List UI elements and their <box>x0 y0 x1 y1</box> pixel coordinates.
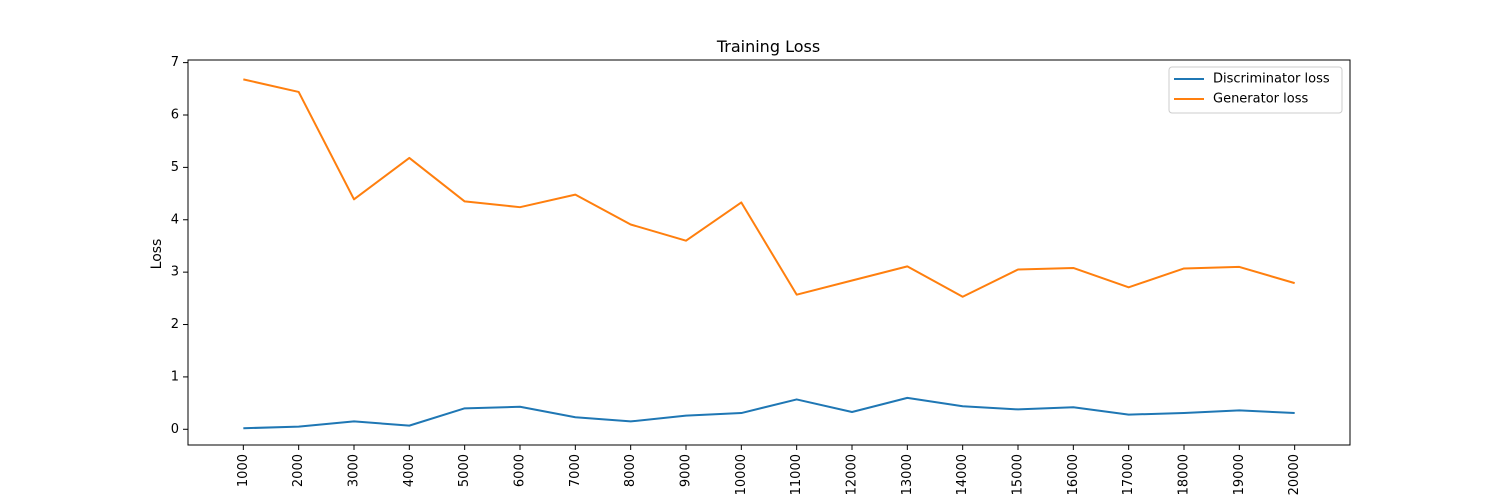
x-tick-label: 11000 <box>789 454 804 495</box>
x-tick-label: 3000 <box>347 454 362 487</box>
x-tick-label: 12000 <box>845 454 860 495</box>
x-tick-label: 13000 <box>900 454 915 495</box>
series-line-0 <box>243 396 1295 430</box>
x-tick-label: 17000 <box>1121 454 1136 495</box>
y-tick-label: 1 <box>171 369 179 384</box>
x-tick-label: 20000 <box>1287 454 1302 495</box>
y-tick-label: 3 <box>171 265 179 280</box>
x-tick-label: 9000 <box>679 454 694 487</box>
legend-label: Generator loss <box>1213 92 1308 107</box>
x-tick-label: 4000 <box>402 454 417 487</box>
y-tick-label: 6 <box>171 108 179 123</box>
y-tick-label: 4 <box>171 212 179 227</box>
y-tick-label: 7 <box>171 55 179 70</box>
legend-box <box>1168 66 1343 114</box>
plot-frame <box>187 59 1351 446</box>
x-tick-label: 19000 <box>1232 454 1247 495</box>
x-tick-label: 8000 <box>623 454 638 487</box>
x-axis: 1000 2000 3000 4000 5000 6000 7000 8000 9000 1000… <box>236 445 1302 495</box>
x-tick-label: 14000 <box>955 454 970 495</box>
y-axis-title: Loss <box>149 239 165 270</box>
legend-label: Discriminator loss <box>1213 72 1330 87</box>
x-tick-label: 5000 <box>457 454 472 487</box>
plot-area <box>187 59 1351 446</box>
y-axis: 0 1 2 3 4 5 6 7 <box>171 55 188 437</box>
legend: Discriminator loss Generator loss <box>1168 66 1343 114</box>
chart-title: Training Loss <box>716 37 820 56</box>
y-tick-label: 2 <box>171 317 179 332</box>
series-lines <box>243 78 1295 430</box>
x-tick-label: 10000 <box>734 454 749 495</box>
x-tick-label: 6000 <box>513 454 528 487</box>
y-tick-label: 5 <box>171 160 179 175</box>
x-tick-label: 1000 <box>236 454 251 487</box>
series-line-1 <box>243 78 1295 298</box>
x-tick-label: 16000 <box>1066 454 1081 495</box>
x-tick-label: 15000 <box>1011 454 1026 495</box>
x-tick-label: 2000 <box>291 454 306 487</box>
x-tick-label: 18000 <box>1177 454 1192 495</box>
x-tick-label: 7000 <box>568 454 583 487</box>
y-tick-label: 0 <box>171 422 179 437</box>
